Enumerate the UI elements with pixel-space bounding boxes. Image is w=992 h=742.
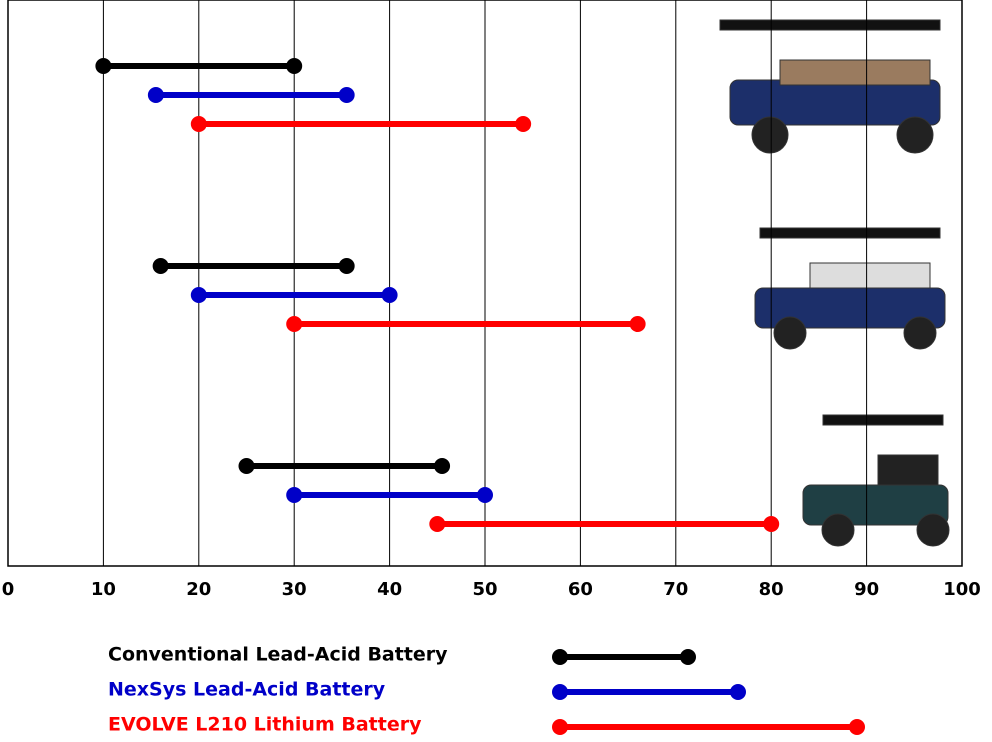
x-tick-label: 40 <box>377 579 402 600</box>
x-tick-label: 70 <box>663 579 688 600</box>
legend-label: EVOLVE L210 Lithium Battery <box>108 714 422 736</box>
range-low <box>95 58 112 74</box>
cart-four-seat <box>802 414 950 547</box>
legend-dot <box>552 649 568 665</box>
range-low <box>152 258 169 274</box>
range-high <box>629 316 646 332</box>
range-low <box>238 458 255 474</box>
range-high <box>381 287 398 303</box>
range-high <box>286 58 303 74</box>
x-tick-label: 60 <box>568 579 593 600</box>
range-low <box>286 487 303 503</box>
x-tick-label: 0 <box>2 579 15 600</box>
legend-dot <box>849 719 865 735</box>
range-high <box>338 258 355 274</box>
legend-label: Conventional Lead-Acid Battery <box>108 644 448 666</box>
cart-six-seat <box>719 19 941 154</box>
range-low <box>190 116 207 132</box>
x-tick-label: 20 <box>186 579 211 600</box>
legend-dot <box>552 719 568 735</box>
x-tick-label: 30 <box>282 579 307 600</box>
cart-four-seat-rear <box>754 227 946 350</box>
x-tick-label: 100 <box>943 579 981 600</box>
range-low <box>147 87 164 103</box>
range-high <box>515 116 532 132</box>
legend-label: NexSys Lead-Acid Battery <box>108 679 386 701</box>
x-tick-label: 50 <box>472 579 497 600</box>
range-low <box>429 516 446 532</box>
range-high <box>763 516 780 532</box>
cart-images <box>719 19 950 547</box>
legend-dot <box>680 649 696 665</box>
range-low <box>286 316 303 332</box>
x-tick-label: 80 <box>759 579 784 600</box>
range-low <box>190 287 207 303</box>
x-tick-label: 10 <box>91 579 116 600</box>
range-high <box>338 87 355 103</box>
x-tick-label: 90 <box>854 579 879 600</box>
range-high <box>477 487 493 503</box>
legend-dot <box>730 684 746 700</box>
range-high <box>434 458 451 474</box>
legend-dot <box>552 684 568 700</box>
